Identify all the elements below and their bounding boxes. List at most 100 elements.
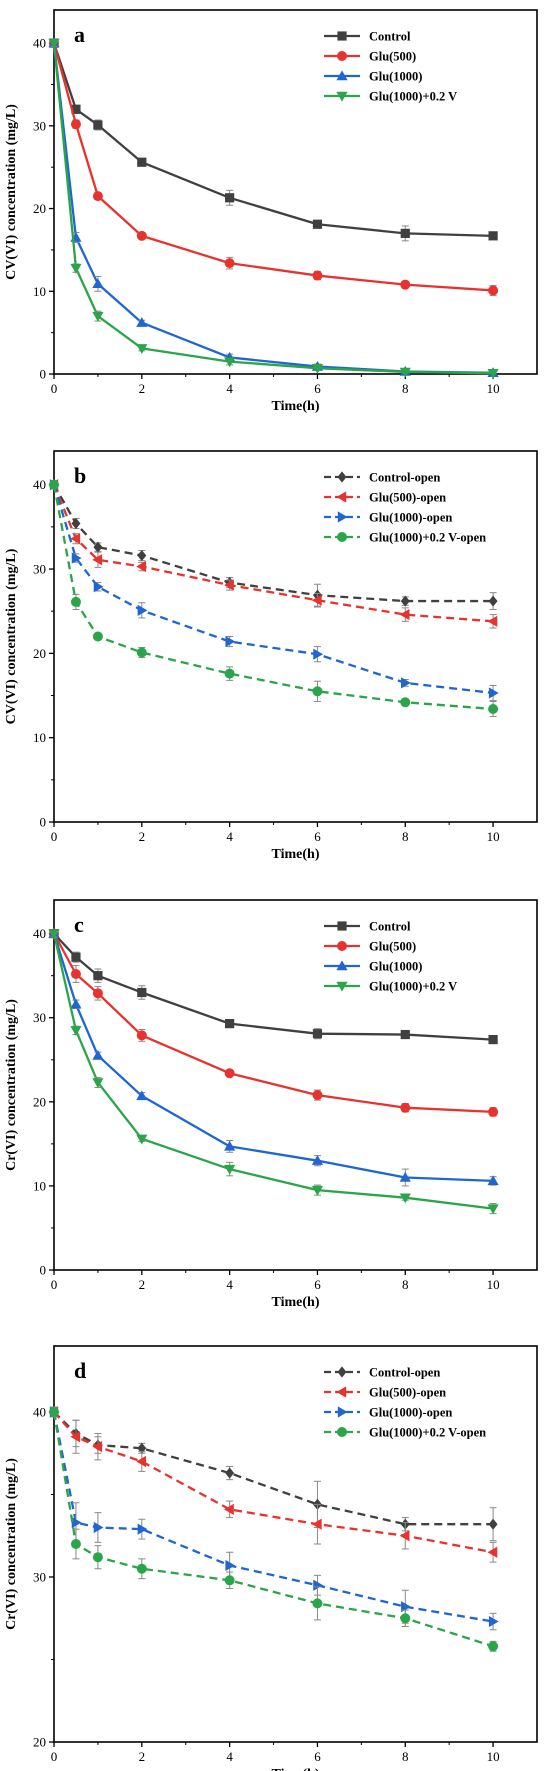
panel-c-data-point [136,1090,148,1101]
panel-c-data-point [311,1155,324,1165]
panel-b-series-line [52,484,494,623]
panel-b-data-point [49,479,59,490]
panel-a-data-point [488,285,499,296]
panel-a-legend-label: Glu(500) [369,50,416,64]
panel-d-data-point [224,1575,235,1586]
panel-b-x-tick-label: 0 [51,829,58,844]
panel-c-series-line [52,933,494,1183]
panel-a-data-point [137,157,147,167]
panel-c-y-tick-label: 40 [33,926,46,941]
panel-c-data-point [224,1068,235,1079]
panel-a-data-point [311,364,324,374]
panel-c-legend-marker [336,981,348,992]
panel-c-plot-frame [53,899,538,1271]
panel-c-data-point [92,988,103,999]
panel-d-legend-label: Glu(1000)+0.2 V-open [369,1426,486,1440]
panel-d-data-point [136,1563,147,1574]
panel-c-series-0 [49,929,498,1045]
panel-a-data-point [92,311,104,322]
panel-c-x-tick-label: 4 [226,1277,233,1292]
panel-b-legend-marker [337,471,347,483]
panel-b-legend-label: Control-open [369,471,440,485]
panel-b-series-line [52,484,494,711]
panel-c-x-tick-label: 8 [402,1277,409,1292]
panel-b-y-tick-label: 10 [33,730,46,745]
panel-a-data-point [224,258,235,269]
panel-b-y-tick-label: 40 [33,477,46,492]
panel-d-data-point [136,1455,147,1468]
panel-c-data-point [487,1204,499,1215]
panel-a-legend-marker [337,51,347,61]
panel-a-data-point [136,230,147,241]
panel-b-x-tick-label: 2 [139,829,146,844]
panel-a-y-tick-label: 30 [33,118,46,133]
panel-c-data-point [136,1030,147,1041]
panel-c-data-point [488,1106,499,1117]
panel-b-y-tick-label: 0 [40,815,47,830]
panel-b-data-point [401,677,411,689]
panel-d-x-tick-label: 2 [139,1749,146,1764]
panel-b-x-tick-label: 6 [314,829,321,844]
panel-c-data-point [92,1078,104,1089]
panel-a-x-tick-label: 0 [51,381,58,396]
panel-d-legend-label: Control-open [369,1366,440,1380]
panel-c-y-tick-label: 0 [40,1263,47,1278]
panel-a-data-point [312,219,323,229]
panel-c-legend-marker [337,921,347,931]
panel-c-series-1 [49,928,499,1117]
panel-a-series-0 [49,38,498,242]
panel-b-data-point [224,668,235,679]
panel-a-data-point [488,231,498,241]
panel-d-data-point [70,1431,81,1443]
panel-a-x-tick-label: 8 [402,381,409,396]
panel-d-series-line [52,1411,494,1623]
panel-d-data-point [400,1613,411,1624]
panel-b-data-point [488,595,498,607]
panel-b-x-axis-title: Time(h) [272,847,320,862]
panel-b-y-axis-title: CV(VI) concentration (mg/L) [4,548,19,724]
panel-a-legend-label: Glu(1000)+0.2 V [369,90,457,104]
panel-b-data-point [93,581,104,593]
panel-b-data-point [311,594,322,606]
panel-c-legend-label: Control [369,920,411,934]
panel-c-legend-label: Glu(1000)+0.2 V [369,980,457,994]
panel-c-y-tick-label: 30 [33,1010,46,1025]
panel-b-y-tick-label: 20 [33,646,46,661]
panel-b-data-point [225,635,236,648]
panel-b-data-point [71,552,82,564]
panel-b-legend-label: Glu(1000)-open [369,511,452,525]
panel-d-data-point [137,1523,148,1535]
panel-b-data-point [71,517,81,530]
panel-b-x-tick-label: 10 [487,829,500,844]
panel-a-x-tick-label: 6 [314,381,321,396]
panel-c-data-point [224,1164,236,1175]
panel-c-data-point [71,952,81,962]
panel-a-series-2 [48,37,499,377]
panel-a-series-1 [49,38,499,296]
panel-b-data-point [136,647,147,658]
panel-a-x-tick-label: 2 [139,381,146,396]
panel-b-data-point [313,648,324,660]
panel-b-legend-marker [337,511,348,523]
panel-d-data-point [311,1518,322,1530]
panel-c-y-tick-label: 10 [33,1178,46,1193]
panel-a-letter: a [74,22,85,47]
panel-a-data-point [92,278,104,289]
panel-c-data-point [225,1019,235,1029]
panel-d-x-tick-label: 8 [402,1749,409,1764]
panel-b-x-tick-label: 8 [402,829,409,844]
panel-c-series-line [52,933,494,1210]
panel-d-data-point [92,1552,103,1563]
panel-c-x-tick-label: 2 [139,1277,146,1292]
panel-d-data-point [71,1516,82,1529]
panel-a-plot-frame [53,9,538,375]
panel-d-data-point [401,1601,411,1613]
panel-c-data-point [70,998,82,1009]
panel-a-y-axis-title: CV(VI) concentration (mg/L) [4,104,19,280]
panel-b-series-line [52,484,494,695]
panel-d-legend-label: Glu(1000)-open [369,1406,452,1420]
panel-a-legend-label: Glu(1000) [369,70,422,84]
panel-d-data-point [313,1579,324,1591]
panel-a-legend-marker [337,31,347,41]
panel-d-x-axis-title: Time(h) [272,1767,320,1771]
